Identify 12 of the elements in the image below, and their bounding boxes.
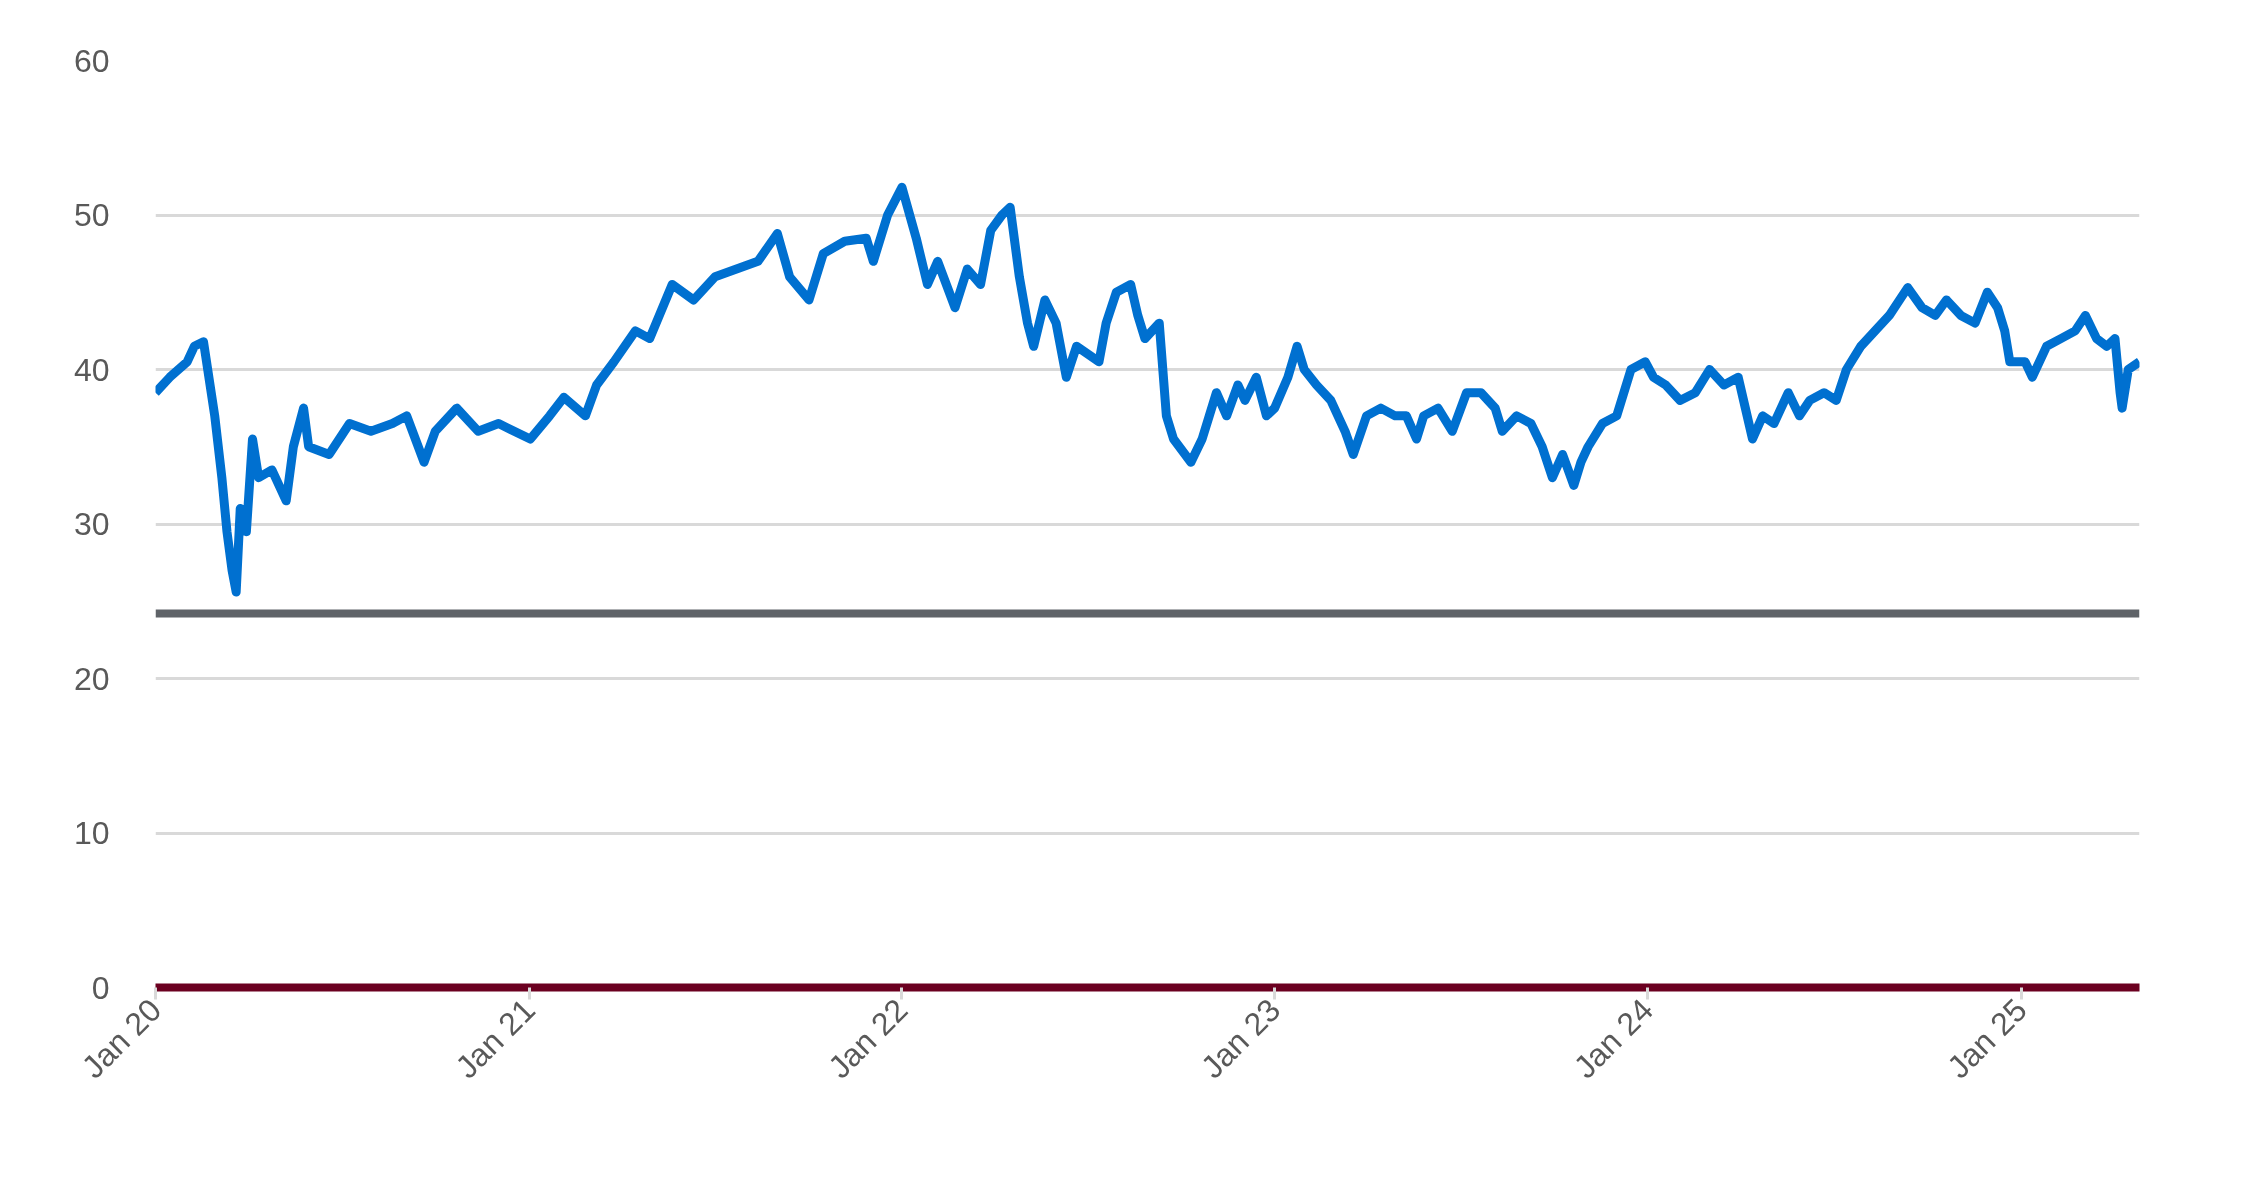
y-tick-label: 60 — [73, 42, 110, 79]
x-tick-label: Jan 23 — [1193, 991, 1288, 1086]
y-tick-label: 0 — [91, 969, 110, 1006]
y-tick-label: 10 — [73, 815, 110, 851]
x-tick-label: Jan 21 — [448, 991, 542, 1086]
x-tick-label: Jan 25 — [1940, 991, 2034, 1086]
y-tick-label: 30 — [73, 506, 110, 542]
y-tick-label: 20 — [73, 660, 110, 697]
x-tick-label: Jan 24 — [1566, 991, 1661, 1086]
y-tick-label: 50 — [73, 197, 110, 233]
y-tick-label: 40 — [73, 351, 110, 388]
x-tick-label: Jan 22 — [821, 991, 915, 1086]
